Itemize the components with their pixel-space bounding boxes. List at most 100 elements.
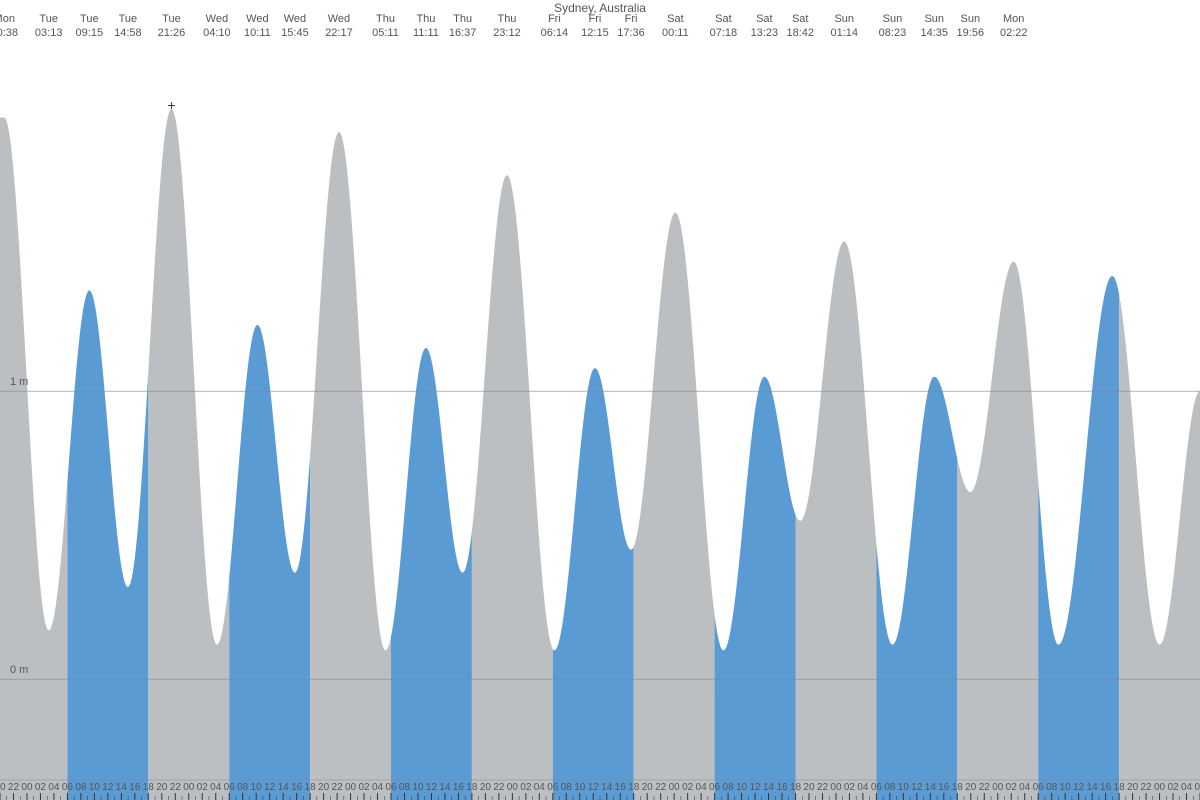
hour-label: 06: [62, 782, 74, 793]
tide-area-night: [148, 109, 229, 800]
top-label-time: 03:13: [35, 27, 63, 39]
y-axis-label: 1 m: [10, 376, 28, 388]
tide-area-day: [229, 325, 310, 800]
hour-label: 18: [952, 782, 964, 793]
hour-label: 10: [898, 782, 910, 793]
hour-label: 06: [224, 782, 236, 793]
top-label-time: 14:58: [114, 27, 142, 39]
hour-label: 04: [1019, 782, 1031, 793]
top-label-day: Mon: [1003, 13, 1024, 25]
top-label-time: 10:11: [244, 27, 271, 39]
top-label-day: Wed: [206, 13, 228, 25]
top-label-time: 23:12: [493, 27, 521, 39]
hour-label: 06: [385, 782, 397, 793]
hour-label: 22: [332, 782, 344, 793]
hour-label: 02: [197, 782, 209, 793]
top-label-time: 12:15: [581, 27, 609, 39]
hour-label: 02: [520, 782, 532, 793]
hour-label: 16: [129, 782, 141, 793]
top-label-time: 00:11: [662, 27, 689, 39]
top-label-time: 18:42: [786, 27, 814, 39]
hour-label: 18: [1114, 782, 1126, 793]
hour-label: 00: [345, 782, 357, 793]
hour-label: 22: [817, 782, 829, 793]
hour-label: 20: [803, 782, 815, 793]
hour-label: 12: [426, 782, 438, 793]
hour-label: 02: [1006, 782, 1018, 793]
hour-label: 12: [588, 782, 600, 793]
hour-label: 12: [911, 782, 923, 793]
hour-label: 04: [48, 782, 60, 793]
tide-area-day: [391, 348, 472, 800]
tide-area-day: [553, 368, 634, 800]
tide-area-night: [957, 262, 1038, 800]
hour-label: 10: [736, 782, 748, 793]
tide-area-day: [67, 290, 148, 800]
tide-area-night: [310, 132, 391, 800]
top-label-day: Sun: [834, 13, 854, 25]
hour-label: 06: [709, 782, 721, 793]
hour-label: 14: [116, 782, 128, 793]
hour-label: 20: [480, 782, 492, 793]
hour-label: 16: [615, 782, 627, 793]
hour-label: 02: [1167, 782, 1179, 793]
hour-label: 20: [642, 782, 654, 793]
hour-label: 00: [992, 782, 1004, 793]
hour-label: 16: [938, 782, 950, 793]
top-label-time: 05:11: [372, 27, 399, 39]
hour-label: 20: [965, 782, 977, 793]
tide-area-day: [876, 377, 957, 800]
hour-label: 14: [925, 782, 937, 793]
top-label-day: Thu: [497, 13, 516, 25]
top-label-day: Wed: [246, 13, 268, 25]
top-label-day: Thu: [376, 13, 395, 25]
hour-label: 12: [749, 782, 761, 793]
hour-label: 22: [493, 782, 505, 793]
hour-label: 10: [412, 782, 424, 793]
top-label-day: Tue: [80, 13, 99, 25]
top-label-time: 22:17: [325, 27, 353, 39]
hour-label: 16: [291, 782, 303, 793]
hour-label: 08: [237, 782, 249, 793]
hour-label: 00: [830, 782, 842, 793]
hour-label: 06: [1033, 782, 1045, 793]
tide-area-night: [0, 118, 67, 800]
hour-label: 10: [574, 782, 586, 793]
hour-label: 16: [1100, 782, 1112, 793]
hour-label: 00: [1154, 782, 1166, 793]
top-label-time: 02:22: [1000, 27, 1028, 39]
hour-label: 08: [1046, 782, 1058, 793]
hour-label: 06: [1194, 782, 1200, 793]
hour-label: 22: [979, 782, 991, 793]
hour-label: 22: [8, 782, 20, 793]
top-label-day: Tue: [119, 13, 138, 25]
hour-label: 20: [156, 782, 168, 793]
tide-area-night: [1119, 294, 1200, 800]
hour-label: 18: [466, 782, 478, 793]
hour-label: 06: [547, 782, 559, 793]
hour-label: 14: [278, 782, 290, 793]
tide-chart: 0 m1 mSydney, AustraliaMon20:38Tue03:13T…: [0, 0, 1200, 800]
hour-label: 14: [601, 782, 613, 793]
top-label-day: Sun: [961, 13, 981, 25]
top-label-day: Sat: [715, 13, 732, 25]
hour-label: 20: [0, 782, 6, 793]
hour-label: 02: [844, 782, 856, 793]
top-label-time: 21:26: [158, 27, 186, 39]
hour-label: 16: [776, 782, 788, 793]
hour-label: 18: [143, 782, 155, 793]
top-label-day: Wed: [328, 13, 350, 25]
top-label-day: Sat: [667, 13, 684, 25]
top-label-time: 11:11: [413, 27, 439, 39]
top-label-day: Sat: [756, 13, 773, 25]
top-label-day: Mon: [0, 13, 15, 25]
tide-area-day: [715, 377, 796, 800]
hour-label: 00: [183, 782, 195, 793]
top-label-time: 13:23: [751, 27, 779, 39]
hour-label: 12: [1073, 782, 1085, 793]
hour-label: 00: [21, 782, 33, 793]
top-label-time: 07:18: [710, 27, 738, 39]
top-label-day: Fri: [589, 13, 602, 25]
top-label-day: Fri: [548, 13, 561, 25]
hour-label: 08: [75, 782, 87, 793]
